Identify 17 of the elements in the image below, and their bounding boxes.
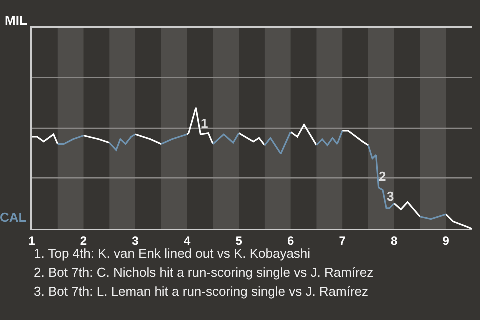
annotation: 1 <box>201 116 208 131</box>
text: MIL <box>5 13 28 28</box>
x-tick-label: 3 <box>132 234 140 248</box>
annotation: 3 <box>387 189 394 204</box>
text: 2. Bot 7th: C. Nichols hit a run-scoring single vs J. Ramírez <box>34 265 374 280</box>
annotation: 2 <box>379 169 386 184</box>
text: CAL <box>0 210 27 225</box>
x-tick-label: 9 <box>442 234 450 248</box>
text: 3. Bot 7th: L. Leman hit a run-scoring single vs J. Ramírez <box>34 284 369 299</box>
x-tick-label: 5 <box>236 234 243 248</box>
x-tick-label: 1 <box>28 234 36 248</box>
x-tick-label: 2 <box>80 234 88 248</box>
x-tick-label: 4 <box>184 234 191 248</box>
text: 1. Top 4th: K. van Enk lined out vs K. Kobayashi <box>34 246 311 261</box>
x-tick-label: 6 <box>287 234 294 248</box>
x-tick-label: 7 <box>339 234 346 248</box>
x-tick-label: 8 <box>391 234 398 248</box>
